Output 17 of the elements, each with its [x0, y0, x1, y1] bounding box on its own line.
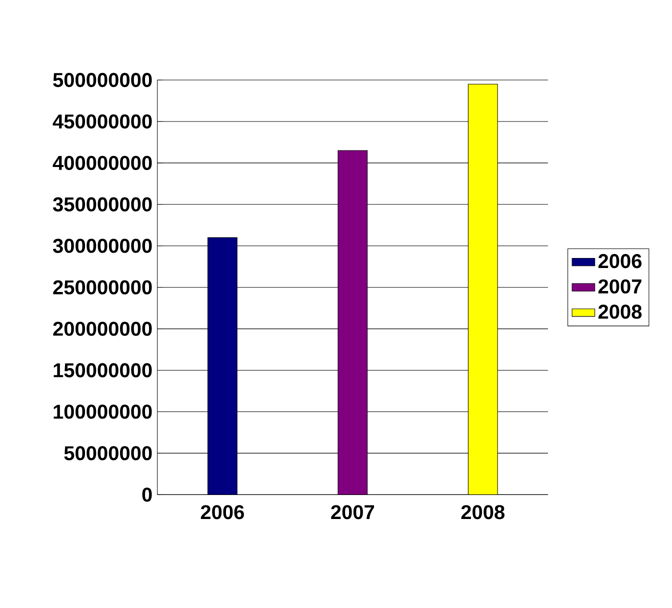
x-tick-label: 2008 — [461, 505, 504, 520]
x-tick-label: 2006 — [200, 505, 244, 520]
y-tick-label: 400000000 — [52, 156, 152, 170]
y-tick-label: 500000000 — [53, 72, 152, 88]
y-tick-label: 0 — [142, 488, 152, 502]
y-tick-label: 100000000 — [54, 404, 152, 419]
y-tick-label: 150000000 — [54, 363, 152, 378]
y-tick-label: 250000000 — [53, 280, 152, 294]
legend-label: 2008 — [598, 304, 642, 319]
y-tick-label: 350000000 — [52, 197, 152, 212]
y-tick-label: 450000000 — [52, 114, 152, 129]
y-tick-label: 300000000 — [52, 238, 152, 253]
x-tick-label: 2007 — [331, 505, 374, 520]
y-tick-label: 50000000 — [64, 446, 152, 460]
y-tick-label: 200000000 — [53, 322, 152, 336]
legend-label: 2006 — [598, 254, 642, 268]
legend-label: 2007 — [598, 279, 642, 294]
